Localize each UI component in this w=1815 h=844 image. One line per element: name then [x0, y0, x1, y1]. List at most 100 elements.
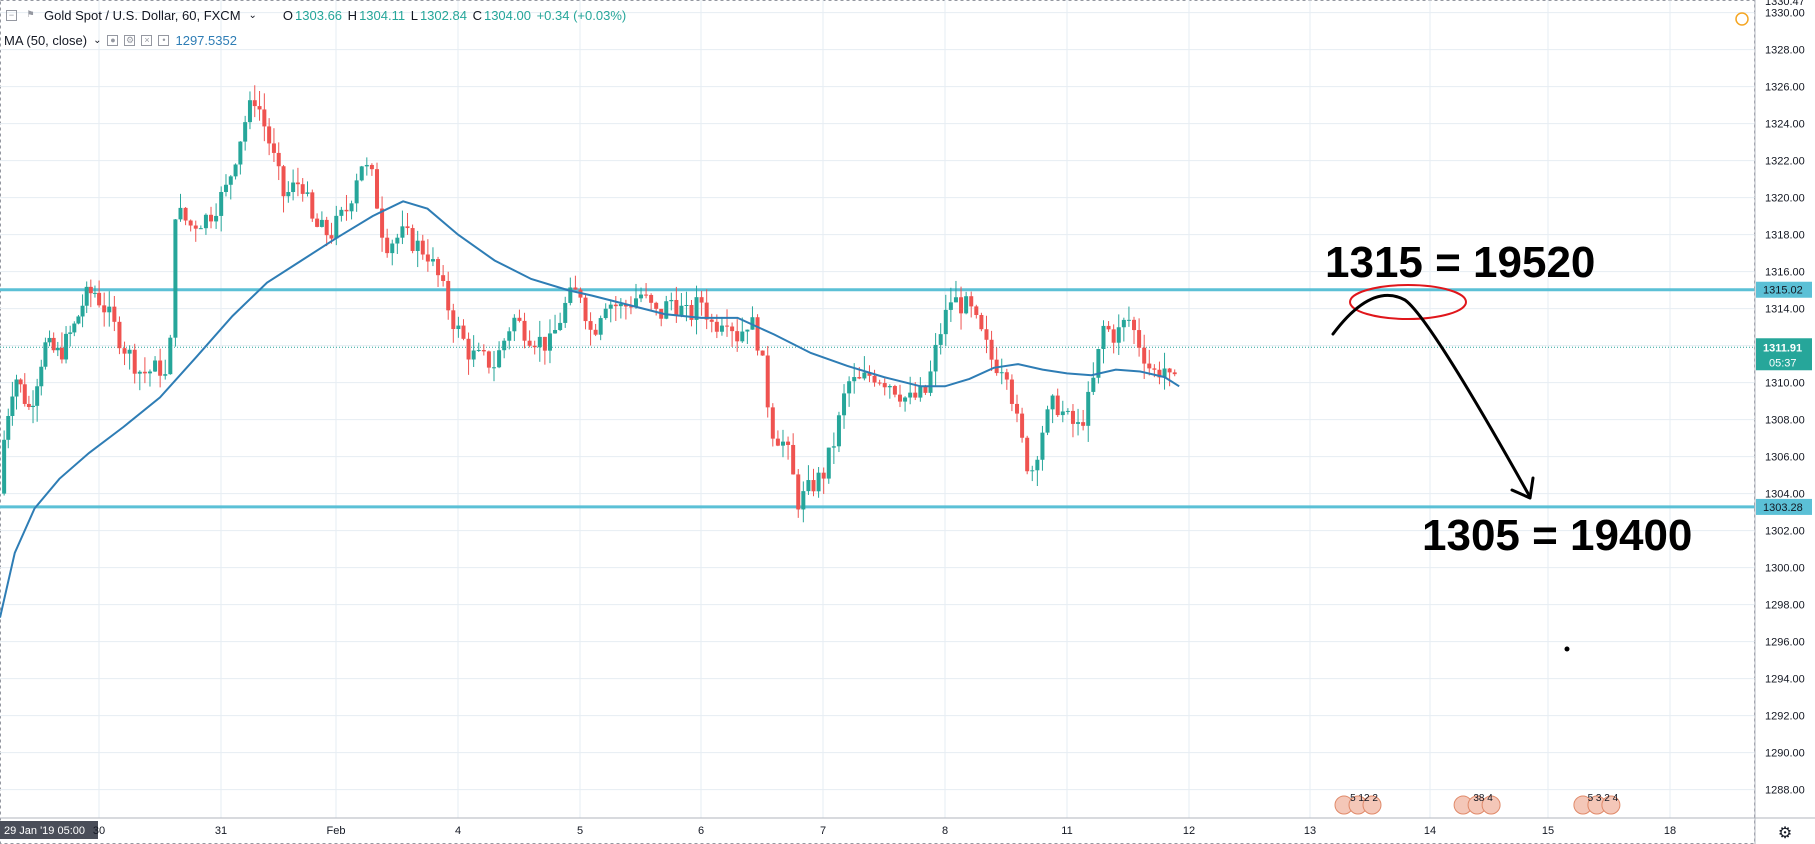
candle-body — [969, 296, 974, 307]
y-tick-label-top: 1330.47 — [1765, 0, 1805, 8]
candle-body — [492, 367, 497, 369]
event-marker-group[interactable]: 5 12 2 — [1334, 793, 1382, 815]
candle-body — [1050, 395, 1055, 410]
candle-body — [1070, 410, 1075, 424]
candle-body — [740, 331, 745, 342]
candle-body — [84, 286, 89, 306]
x-tick-label: 18 — [1664, 825, 1676, 837]
candle-body — [142, 371, 147, 374]
candle-body — [750, 317, 755, 330]
candle-body — [59, 347, 64, 360]
candle-body — [88, 286, 93, 294]
price-axis[interactable]: 1330.00 1328.00 1326.00 1324.00 1322.00 1320.… — [1735, 0, 1812, 844]
candle-body — [153, 360, 158, 372]
candle-body — [476, 350, 481, 352]
candle-body — [420, 240, 425, 255]
candle-body — [1065, 410, 1070, 412]
candle-body — [918, 385, 923, 398]
candle-body — [10, 396, 15, 416]
candle-body — [425, 254, 430, 262]
chevron-down-icon[interactable]: ⌄ — [93, 35, 102, 46]
candle-body — [281, 166, 286, 197]
candle-body — [26, 403, 31, 408]
more-icon[interactable]: • — [158, 35, 170, 46]
x-tick-label: 4 — [455, 825, 461, 837]
candle-body — [786, 441, 791, 445]
ma-label[interactable]: MA (50, close) — [4, 33, 88, 48]
current-price-bg — [1756, 338, 1812, 371]
candle-body — [537, 336, 542, 348]
grid — [0, 0, 1755, 844]
candle-body — [527, 340, 532, 346]
candle-body — [395, 237, 400, 244]
x-tick-label: 8 — [942, 825, 948, 837]
candle-body — [872, 375, 877, 383]
candle-body — [276, 152, 281, 167]
candle-body — [430, 259, 435, 262]
candle-body — [522, 320, 527, 341]
candle-body — [35, 386, 40, 406]
candle-body — [984, 329, 989, 340]
y-tick-label: 1316.00 — [1765, 267, 1805, 279]
symbol-title[interactable]: Gold Spot / U.S. Dollar, 60, FXCM — [44, 8, 241, 23]
candle-body — [730, 326, 735, 332]
event-marker-group[interactable]: 5 3 2 4 — [1573, 793, 1621, 815]
candle-body — [593, 329, 598, 335]
candle-body — [679, 305, 684, 316]
level-label-bg — [1756, 498, 1812, 515]
candlesticks — [2, 85, 1177, 523]
candle-body — [410, 228, 415, 251]
y-tick-label: 1314.00 — [1765, 304, 1805, 316]
candle-body — [14, 379, 19, 397]
candle-body — [486, 351, 491, 368]
candle-body — [193, 225, 198, 229]
current-price-label: 1311.91 — [1763, 342, 1802, 354]
annotation-circle — [1349, 284, 1467, 320]
candle-body — [233, 164, 238, 177]
drawing-annotations[interactable]: 1315 = 19520 1305 = 19400 — [1325, 238, 1692, 652]
flag-icon — [1481, 795, 1501, 815]
candle-body — [390, 243, 395, 254]
collapse-icon[interactable]: − — [6, 10, 17, 21]
x-tick-label: 5 — [577, 825, 583, 837]
event-markers[interactable]: 5 12 2 38 4 5 3 2 4 — [1334, 793, 1621, 815]
candle-body — [456, 325, 461, 330]
candle-body — [689, 305, 694, 320]
candle-body — [842, 393, 847, 416]
candle-body — [639, 294, 644, 299]
x-tick-label: 15 — [1542, 825, 1554, 837]
candle-body — [816, 472, 821, 492]
close-value: 1304.00 — [483, 8, 531, 23]
candle-body — [252, 100, 257, 107]
candle-body — [1137, 330, 1142, 348]
time-axis[interactable]: 29 Jan '19 05:00 30 31 Feb 4 5 6 7 8 11 12 13 14 15 18… — [0, 817, 1815, 842]
candle-body — [228, 176, 233, 185]
candle-body — [979, 315, 984, 330]
horizontal-levels[interactable] — [0, 288, 1755, 509]
candle-body — [76, 316, 81, 324]
candle-body — [714, 321, 719, 332]
candle-body — [908, 392, 913, 398]
candle-body — [1015, 403, 1020, 414]
candle-body — [928, 371, 933, 393]
y-tick-label: 1320.00 — [1765, 193, 1805, 205]
flag-icon — [1362, 795, 1382, 815]
candle-body — [811, 480, 816, 492]
annotation-bottom-text: 1305 = 19400 — [1422, 511, 1692, 560]
candle-body — [188, 220, 193, 226]
candle-body — [1132, 319, 1137, 331]
x-tick-label: Feb — [327, 825, 346, 837]
candle-body — [735, 331, 740, 342]
close-icon[interactable]: × — [141, 35, 153, 46]
chevron-down-icon[interactable]: ⌄ — [248, 10, 257, 21]
candle-body — [542, 336, 547, 351]
candle-body — [183, 207, 188, 221]
candle-body — [831, 446, 836, 448]
candle-body — [745, 329, 750, 332]
event-marker-group[interactable]: 38 4 — [1453, 793, 1501, 815]
eye-icon[interactable]: ● — [107, 35, 119, 46]
settings-icon[interactable]: ⚙ — [124, 35, 136, 46]
candle-body — [1076, 422, 1081, 424]
y-tick-label: 1322.00 — [1765, 156, 1805, 168]
